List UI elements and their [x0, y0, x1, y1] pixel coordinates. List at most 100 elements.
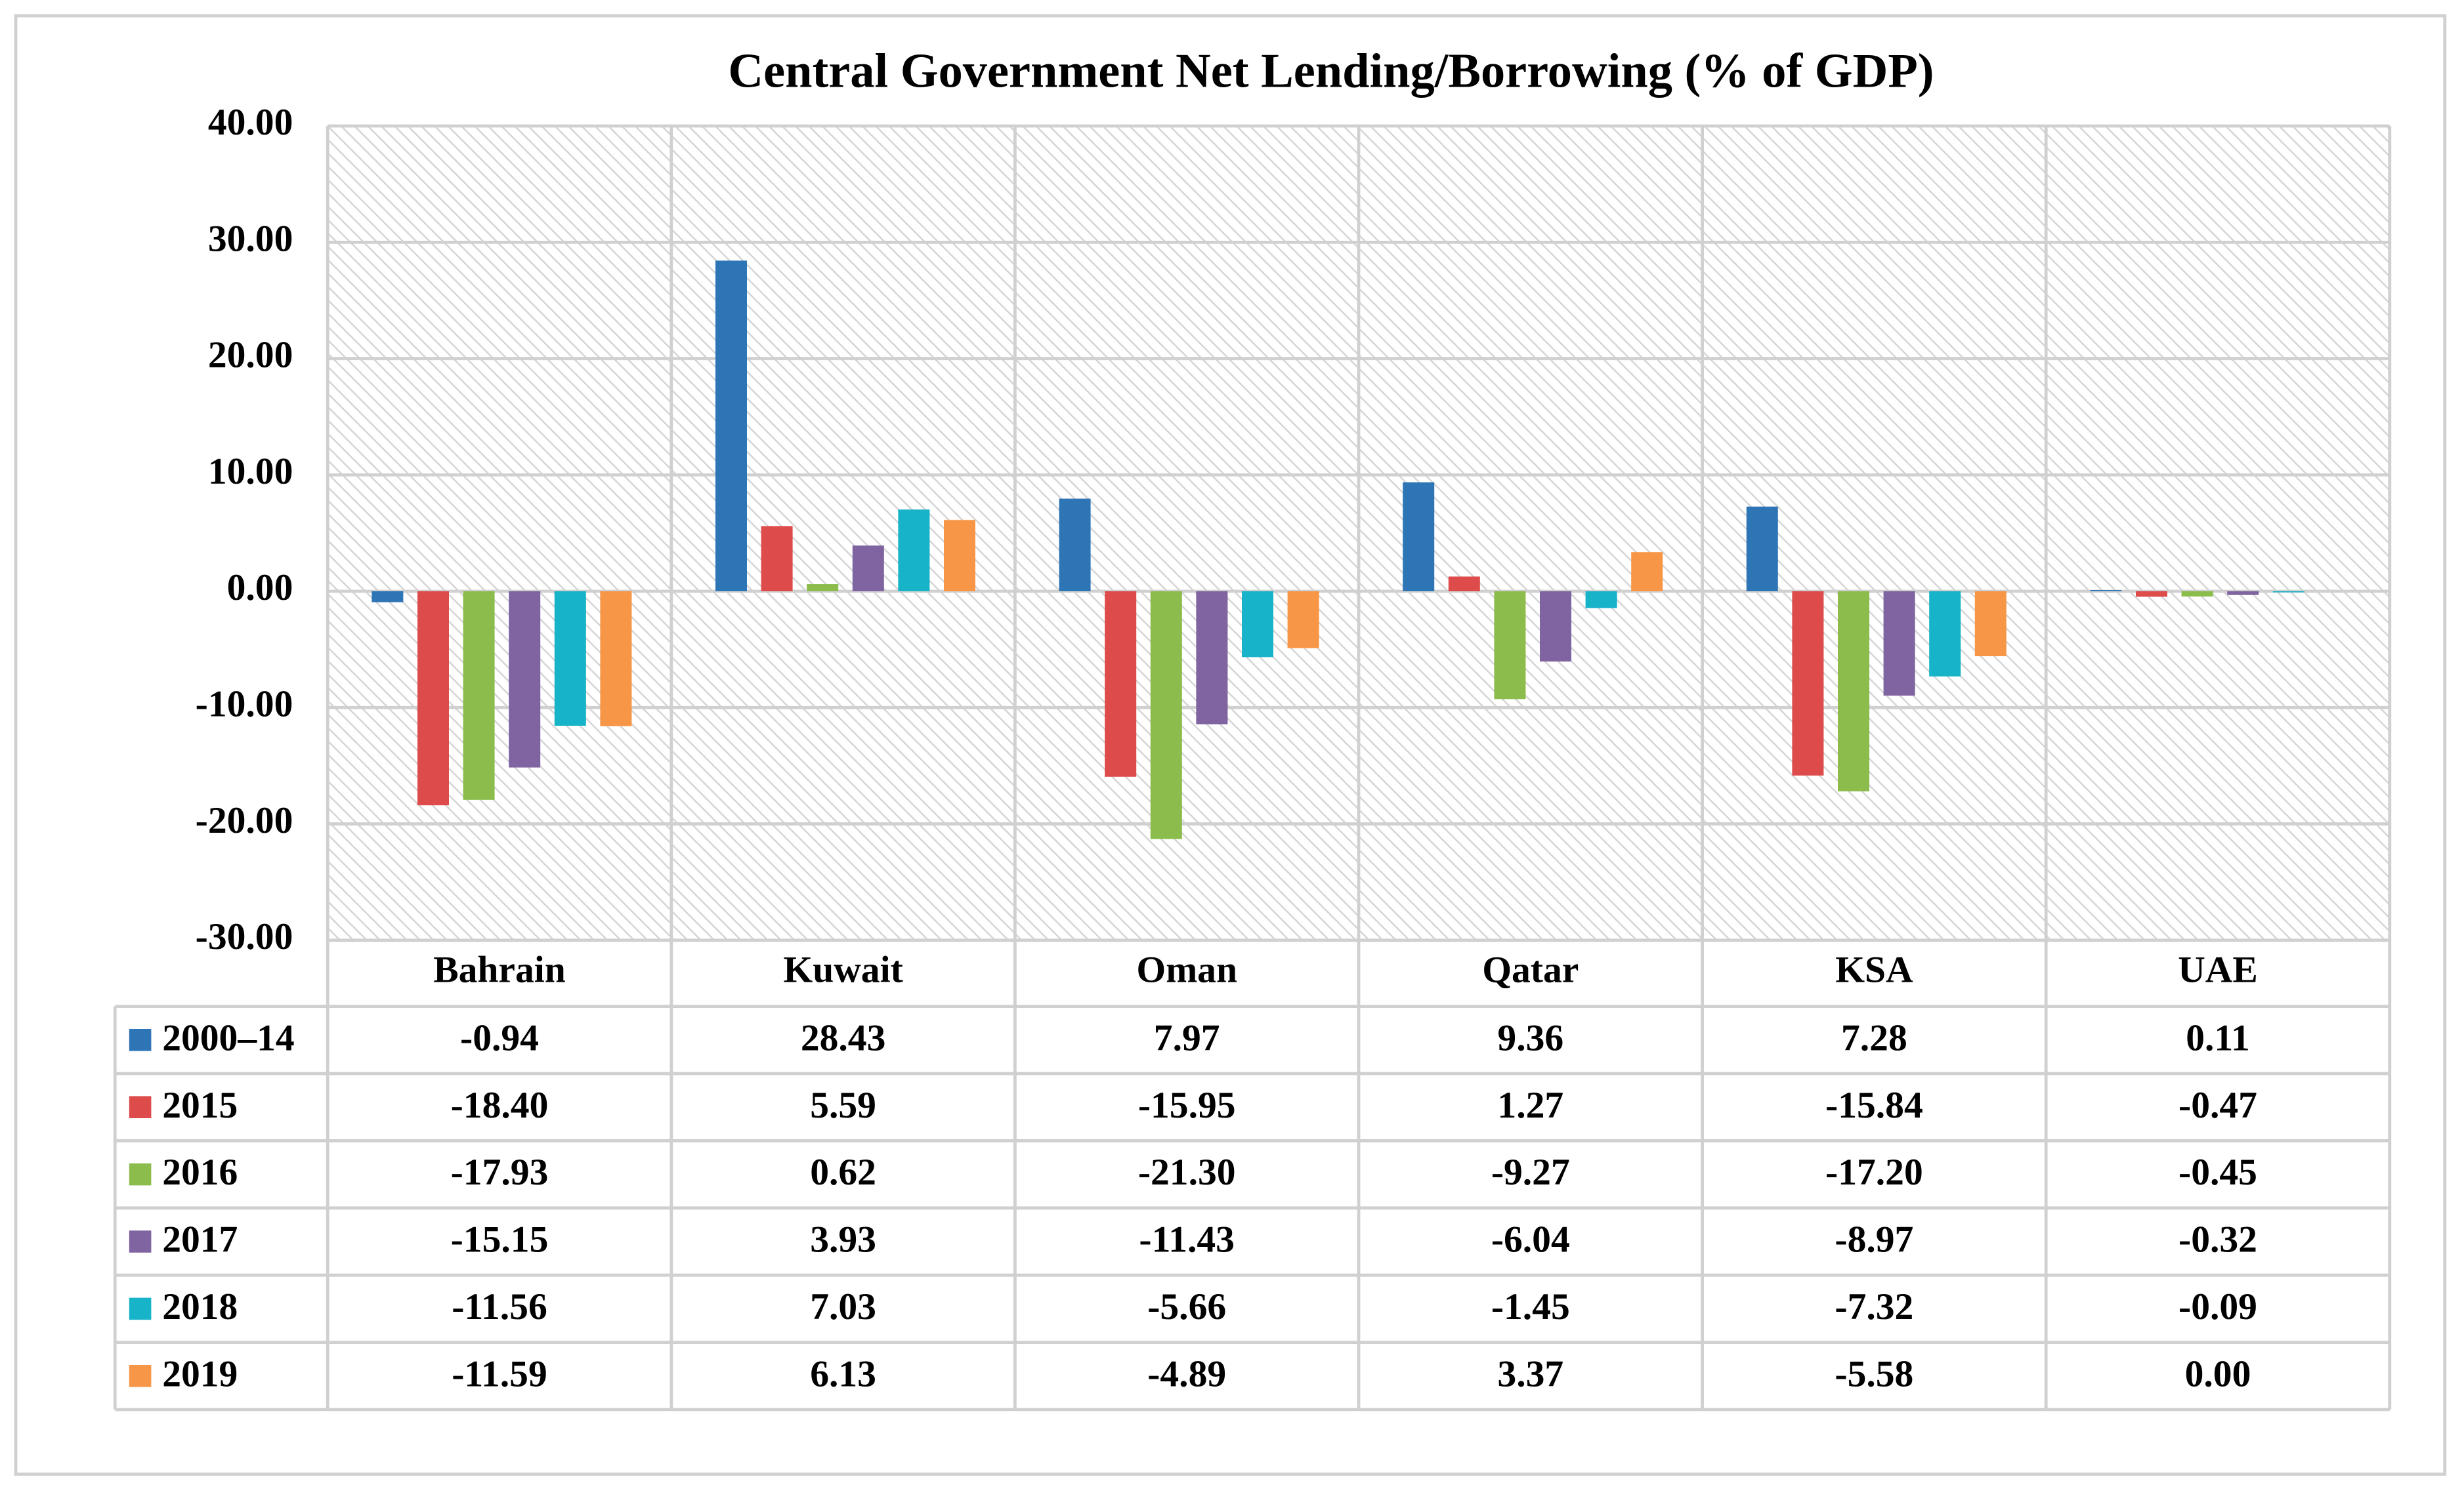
y-tick-label: -30.00 [196, 916, 293, 957]
bar [1150, 591, 1182, 839]
table-value: -0.94 [460, 1017, 539, 1058]
bar [2272, 591, 2305, 593]
legend-key [129, 1096, 152, 1118]
legend-key [129, 1028, 152, 1051]
table-value: 3.37 [1497, 1353, 1563, 1394]
bar [761, 526, 793, 592]
y-tick-label: 40.00 [208, 102, 293, 143]
table-value: 3.93 [810, 1219, 876, 1261]
legend-label: 2019 [162, 1353, 238, 1394]
table-value: -5.66 [1147, 1286, 1226, 1328]
bar [1929, 591, 1961, 677]
bar [852, 545, 884, 592]
table-value: -21.30 [1138, 1152, 1236, 1193]
table-value: -6.04 [1491, 1219, 1570, 1261]
table-value: -15.84 [1825, 1085, 1923, 1126]
bar [943, 520, 975, 592]
bar [1403, 482, 1435, 592]
bar [807, 584, 839, 592]
bar [2135, 591, 2167, 597]
x-tick-label: Qatar [1482, 949, 1579, 990]
table-value: 7.97 [1154, 1017, 1220, 1058]
table-value: -17.93 [451, 1152, 549, 1193]
legend-label: 2000–14 [162, 1017, 295, 1058]
bar [715, 261, 747, 592]
bar [600, 591, 632, 726]
table-value: -11.59 [452, 1353, 547, 1394]
bar [1585, 591, 1617, 608]
y-tick-label: 30.00 [208, 218, 293, 259]
bar [1883, 591, 1915, 696]
table-value: -1.45 [1491, 1286, 1570, 1328]
table-value: -0.47 [2178, 1085, 2257, 1126]
bar [509, 591, 541, 768]
table-value: -17.20 [1825, 1152, 1923, 1193]
y-tick-label: 10.00 [208, 451, 293, 492]
table-value: -0.09 [2178, 1286, 2257, 1328]
bar [1105, 591, 1137, 777]
table-value: 0.00 [2185, 1353, 2251, 1394]
x-tick-label: UAE [2178, 949, 2258, 990]
bar [1287, 591, 1319, 648]
y-tick-label: 0.00 [227, 567, 293, 608]
bar [2181, 591, 2213, 597]
bar [417, 591, 450, 806]
table-value: -7.32 [1835, 1286, 1913, 1328]
bar [1196, 591, 1228, 724]
table-value: 7.28 [1841, 1017, 1907, 1058]
legend-key [129, 1297, 152, 1320]
table-value: 0.11 [2186, 1017, 2250, 1058]
bar [1746, 506, 1778, 592]
table-value: 5.59 [810, 1085, 876, 1126]
table-value: -11.56 [452, 1286, 547, 1328]
bar [2090, 590, 2122, 592]
table-value: -9.27 [1491, 1152, 1570, 1193]
legend-key [129, 1364, 152, 1387]
table-value: 0.62 [810, 1152, 876, 1193]
table-value: -5.58 [1835, 1353, 1913, 1394]
legend-label: 2016 [162, 1152, 238, 1193]
legend-label: 2017 [162, 1219, 238, 1261]
table-value: 1.27 [1497, 1085, 1563, 1126]
table-value: -0.32 [2178, 1219, 2257, 1261]
bar [1631, 552, 1663, 592]
bar [898, 509, 930, 592]
x-tick-label: KSA [1835, 949, 1913, 990]
bar [372, 591, 404, 602]
legend-key [129, 1230, 152, 1253]
legend-label: 2018 [162, 1286, 238, 1328]
bar [1448, 576, 1480, 592]
table-value: -4.89 [1147, 1353, 1226, 1394]
table-value: -8.97 [1835, 1219, 1913, 1261]
bar [1059, 498, 1091, 592]
table-value: -0.45 [2178, 1152, 2257, 1193]
bar [554, 591, 586, 726]
table-value: 6.13 [810, 1353, 876, 1394]
bar [1494, 591, 1526, 700]
bar [2227, 591, 2259, 595]
y-tick-label: -10.00 [196, 684, 293, 725]
y-tick-label: 20.00 [208, 335, 293, 376]
table-value: -15.15 [451, 1219, 549, 1261]
x-tick-label: Kuwait [783, 949, 903, 990]
table-value: -15.95 [1138, 1085, 1236, 1126]
bar [1539, 591, 1571, 662]
legend-key [129, 1163, 152, 1186]
table-value: -11.43 [1139, 1219, 1235, 1261]
bar [463, 591, 495, 800]
bar [1974, 591, 2007, 656]
x-tick-label: Bahrain [433, 949, 566, 990]
y-tick-label: -20.00 [196, 800, 293, 841]
legend-label: 2015 [162, 1085, 238, 1126]
bar [1837, 591, 1869, 791]
table-value: 7.03 [810, 1286, 876, 1328]
table-value: 28.43 [801, 1017, 886, 1058]
bar [1241, 591, 1273, 658]
x-tick-label: Oman [1136, 949, 1237, 990]
table-value: -18.40 [451, 1085, 549, 1126]
chart-title: Central Government Net Lending/Borrowing… [728, 44, 1934, 98]
table-value: 9.36 [1497, 1017, 1563, 1058]
bar [1792, 591, 1824, 776]
